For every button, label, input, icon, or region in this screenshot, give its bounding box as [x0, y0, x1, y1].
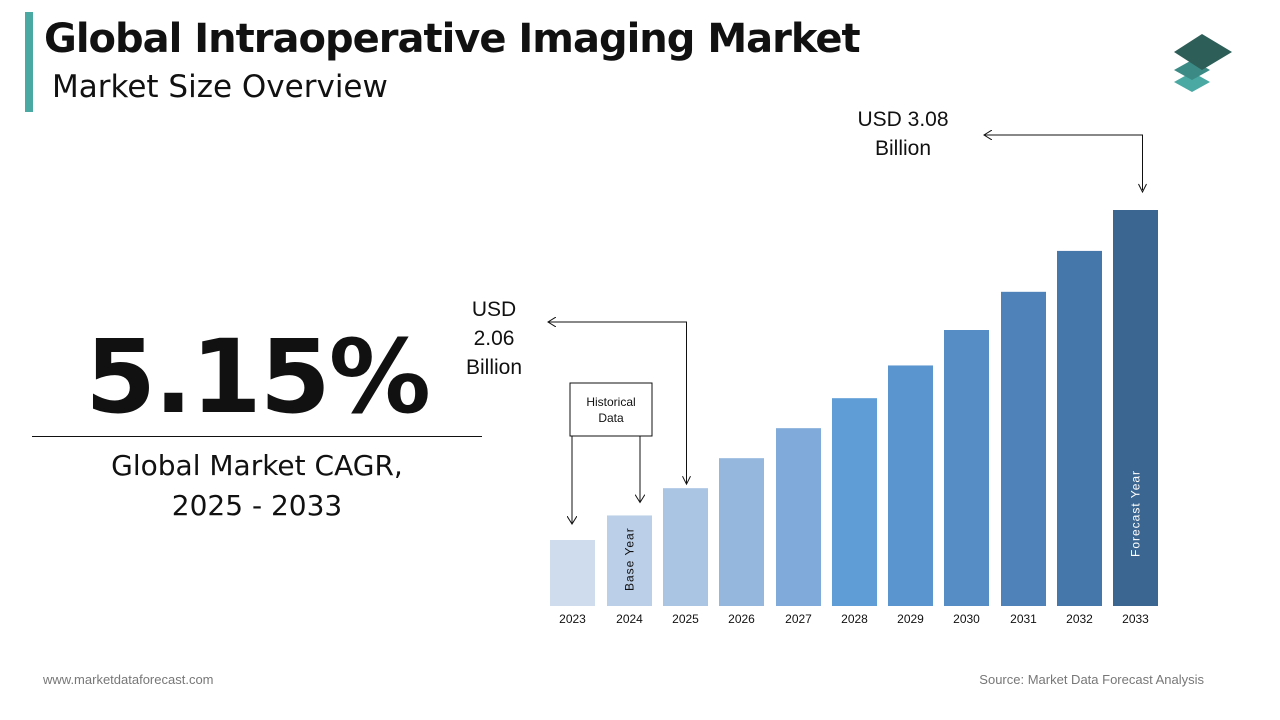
cagr-divider	[32, 436, 482, 437]
cagr-label: Global Market CAGR, 2025 - 2033	[32, 446, 482, 526]
page-title: Global Intraoperative Imaging Market	[44, 16, 861, 62]
x-tick-label-2032: 2032	[1066, 612, 1093, 626]
historical-data-label-line2: Data	[598, 411, 624, 425]
bar-2031	[1001, 291, 1046, 606]
start-value-arrow	[548, 322, 687, 484]
bar-2026	[719, 458, 764, 606]
x-tick-label-2025: 2025	[672, 612, 699, 626]
title-accent-bar	[25, 12, 33, 112]
bar-2028	[832, 398, 877, 606]
end-value-arrowhead	[1138, 183, 1147, 194]
x-tick-label-2030: 2030	[953, 612, 980, 626]
x-tick-label-2023: 2023	[559, 612, 586, 626]
bar-2032	[1057, 250, 1102, 606]
bar-2023	[550, 540, 595, 606]
start-value-label-line2: 2.06	[474, 327, 515, 350]
start-value-arrowhead	[682, 475, 691, 486]
end-value-arrow	[984, 135, 1143, 190]
start-value-label-line1: USD	[472, 298, 516, 321]
end-value-label-line2: Billion	[875, 137, 931, 160]
x-tick-label-2031: 2031	[1010, 612, 1037, 626]
page-subtitle: Market Size Overview	[52, 69, 388, 105]
cagr-label-line1: Global Market CAGR,	[111, 449, 403, 482]
x-tick-label-2024: 2024	[616, 612, 643, 626]
bar-2033	[1113, 210, 1158, 606]
bar-2029	[888, 365, 933, 606]
cagr-label-line2: 2025 - 2033	[171, 489, 343, 522]
bar-2030	[944, 330, 989, 606]
brand-logo-icon	[1174, 34, 1232, 92]
historical-data-label-line1: Historical	[586, 395, 635, 409]
footer-website: www.marketdataforecast.com	[43, 672, 214, 687]
forecast-year-label: Forecast Year	[1129, 470, 1143, 557]
bar-2024	[607, 515, 652, 606]
x-tick-label-2027: 2027	[785, 612, 812, 626]
cagr-value: 5.15%	[85, 318, 431, 437]
start-value-label-line3: Billion	[466, 356, 522, 379]
x-tick-label-2028: 2028	[841, 612, 868, 626]
historical-data-box	[569, 382, 653, 437]
x-tick-label-2029: 2029	[897, 612, 924, 626]
bar-2025	[663, 488, 708, 606]
end-value-label-line1: USD 3.08	[857, 108, 948, 131]
base-year-label: Base Year	[623, 527, 637, 591]
bar-2027	[776, 428, 821, 606]
footer-source: Source: Market Data Forecast Analysis	[979, 672, 1204, 687]
x-tick-label-2033: 2033	[1122, 612, 1149, 626]
x-tick-label-2026: 2026	[728, 612, 755, 626]
